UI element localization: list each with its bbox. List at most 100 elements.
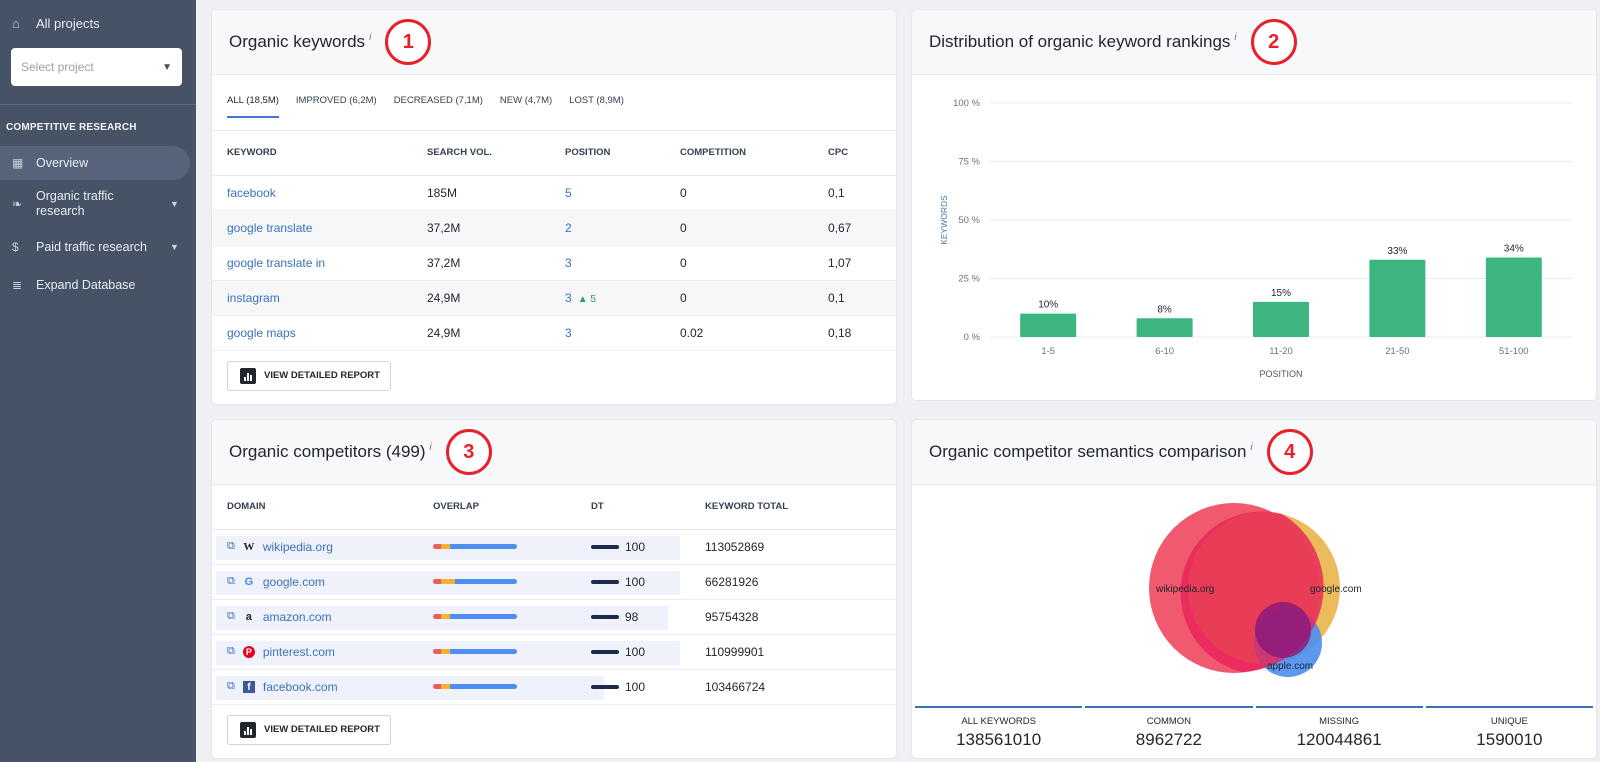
bar: [1485, 257, 1542, 337]
keyword-link[interactable]: instagram: [227, 290, 280, 305]
y-tick-label: 100 %: [953, 98, 980, 109]
wikipedia-favicon-icon: W: [243, 540, 255, 553]
domain-link[interactable]: pinterest.com: [262, 644, 335, 659]
sidebar-divider: [0, 104, 196, 105]
info-icon[interactable]: i: [429, 441, 432, 453]
overlap-bar: [433, 614, 517, 619]
position-value: 5: [565, 185, 572, 200]
column-header[interactable]: CPC: [813, 131, 896, 176]
external-link-icon[interactable]: ⧉: [227, 645, 235, 657]
column-header[interactable]: COMPETITION: [665, 131, 813, 176]
view-detailed-report-button[interactable]: VIEW DETAILED REPORT: [227, 360, 391, 391]
data-label: 8%: [1157, 304, 1172, 315]
domain-link[interactable]: amazon.com: [262, 609, 332, 624]
sidebar-item-label: Organic traffic research: [36, 189, 114, 218]
sidebar: ⌂ All projects Select project ▼ COMPETIT…: [0, 0, 196, 762]
dt-bar: [591, 545, 619, 550]
sidebar-menu: ▦ Overview ❧ Organic traffic research ▼ …: [0, 146, 196, 304]
bar-chart-icon: [240, 367, 256, 384]
stat-label: UNIQUE: [1490, 716, 1528, 727]
external-link-icon[interactable]: ⧉: [227, 680, 235, 692]
column-header[interactable]: KEYWORD TOTAL: [690, 485, 896, 530]
overlap-bar: [433, 649, 517, 654]
x-tick-label: 11-20: [1269, 346, 1293, 357]
column-header[interactable]: SEARCH VOL.: [412, 131, 550, 176]
data-label: 33%: [1387, 246, 1407, 257]
x-tick-label: 1-5: [1041, 346, 1055, 357]
panel-header: Organic competitors (499) i 3: [212, 420, 896, 485]
project-select-placeholder: Select project: [21, 60, 94, 74]
keyword-link[interactable]: facebook: [227, 185, 276, 200]
sidebar-item-organic-traffic[interactable]: ❧ Organic traffic research ▼: [0, 180, 196, 228]
stat-label: COMMON: [1146, 716, 1192, 727]
column-header[interactable]: POSITION: [550, 131, 665, 176]
column-header[interactable]: OVERLAP: [418, 485, 576, 530]
sidebar-item-label: Expand Database: [36, 277, 136, 292]
info-icon[interactable]: i: [369, 31, 372, 43]
stat-unique: UNIQUE 1590010: [1425, 706, 1593, 758]
panel-title: Organic keywords: [229, 32, 366, 51]
info-icon[interactable]: i: [1234, 31, 1237, 43]
chevron-down-icon: ▼: [162, 61, 172, 73]
dollar-icon: $: [12, 240, 19, 254]
domain-link[interactable]: wikipedia.org: [262, 539, 333, 554]
keyword-total: 110999901: [690, 634, 896, 670]
keyword-link[interactable]: google maps: [227, 325, 296, 340]
venn-diagram: wikipedia.org google.com apple.com: [1149, 503, 1362, 677]
keyword-link[interactable]: google translate in: [227, 255, 326, 270]
view-detailed-report-button[interactable]: VIEW DETAILED REPORT: [227, 714, 391, 745]
tab-improved[interactable]: IMPROVED (6,2M): [295, 95, 377, 106]
tab-lost[interactable]: LOST (8,9M): [569, 95, 624, 106]
venn-label: apple.com: [1267, 661, 1313, 672]
table-row: ⧉ f facebook.com 100 103466724: [212, 669, 896, 705]
distribution-chart: 0 % 25 % 50 % 75 % 100 % KEYWORDS 10% 1-5 8% 6-10…: [939, 98, 1572, 379]
project-select[interactable]: Select project ▼: [11, 48, 182, 86]
sidebar-item-paid-traffic[interactable]: $ Paid traffic research ▼: [0, 228, 196, 266]
domain-link[interactable]: google.com: [262, 574, 325, 589]
domain-link[interactable]: facebook.com: [262, 679, 338, 694]
external-link-icon[interactable]: ⧉: [227, 610, 235, 622]
competition-value: 0.02: [665, 315, 813, 351]
keyword-link[interactable]: google translate: [227, 220, 313, 235]
number-badge: 4: [1266, 429, 1313, 475]
cpc-value: 0,18: [813, 315, 896, 351]
venn-triple-overlap: [1255, 602, 1311, 658]
stat-common: COMMON 8962722: [1085, 706, 1253, 758]
tab-new[interactable]: NEW (4,7M): [499, 95, 553, 106]
data-label: 15%: [1271, 288, 1291, 299]
all-projects-link[interactable]: ⌂ All projects: [0, 0, 196, 46]
data-label: 34%: [1504, 243, 1524, 254]
leaf-icon: ❧: [12, 197, 23, 211]
database-icon: ≣: [12, 278, 23, 292]
panel-header: Organic competitor semantics comparison …: [912, 420, 1596, 485]
y-tick-label: 0 %: [964, 332, 981, 343]
chevron-down-icon: ▼: [170, 242, 179, 252]
overlap-bar: [433, 579, 517, 584]
info-icon[interactable]: i: [1250, 441, 1253, 453]
external-link-icon[interactable]: ⧉: [227, 575, 235, 587]
sidebar-item-expand-database[interactable]: ≣ Expand Database: [0, 266, 196, 304]
panel-title: Organic competitors (499): [229, 442, 426, 461]
keyword-total: 95754328: [690, 599, 896, 635]
stat-value: 138561010: [956, 730, 1042, 749]
stat-label: MISSING: [1319, 716, 1360, 727]
button-label: VIEW DETAILED REPORT: [264, 724, 380, 735]
home-icon: ⌂: [12, 15, 20, 31]
venn-label: google.com: [1310, 584, 1362, 595]
search-volume: 37,2M: [412, 210, 550, 246]
tab-all[interactable]: ALL (18,5M): [227, 95, 279, 118]
column-header[interactable]: KEYWORD: [212, 131, 412, 176]
external-link-icon[interactable]: ⧉: [227, 540, 235, 552]
column-header[interactable]: DOMAIN: [212, 485, 418, 530]
sidebar-item-overview[interactable]: ▦ Overview: [0, 146, 190, 180]
cpc-value: 0,67: [813, 210, 896, 246]
table-row: instagram 24,9M 3 ▲ 5 0 0,1: [212, 280, 896, 316]
facebook-favicon-icon: f: [242, 680, 255, 693]
column-header[interactable]: DT: [576, 485, 690, 530]
x-tick-label: 51-100: [1499, 346, 1529, 357]
sidebar-item-label: Paid traffic research: [36, 239, 147, 254]
tab-decreased[interactable]: DECREASED (7,1M): [393, 95, 483, 106]
